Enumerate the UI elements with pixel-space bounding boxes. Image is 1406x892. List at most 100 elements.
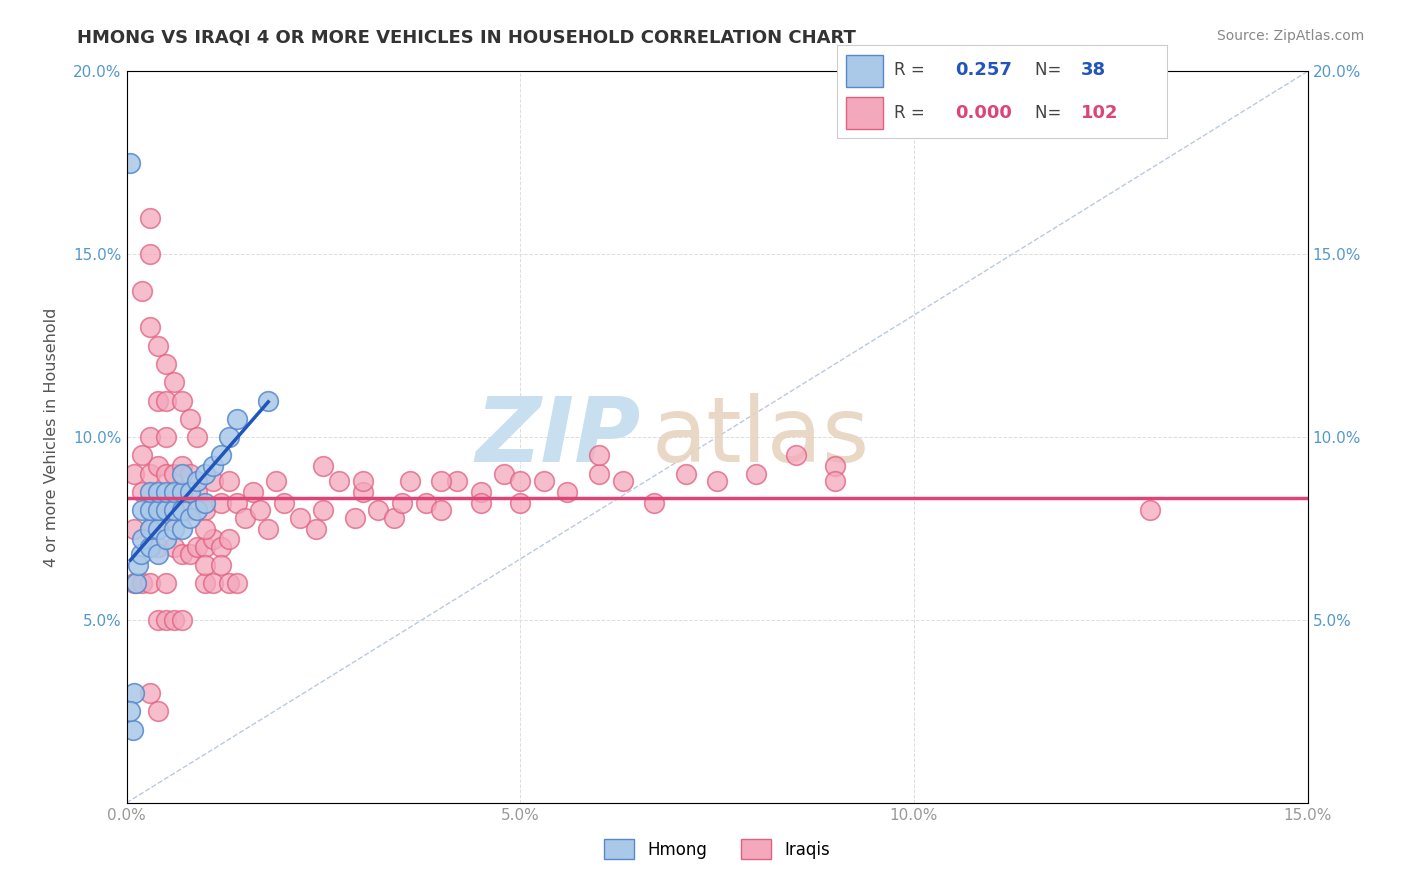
Point [146, 393, 169, 408]
Text: R =: R = [894, 103, 931, 121]
Point [120, 705, 142, 719]
Point [179, 485, 201, 500]
Point [155, 357, 177, 371]
Point [557, 485, 579, 500]
Text: ZIP: ZIP [475, 393, 640, 481]
Point [131, 284, 153, 298]
Point [131, 448, 153, 462]
Point [163, 485, 186, 500]
Point [155, 503, 177, 517]
Point [202, 576, 225, 591]
Point [146, 547, 169, 561]
Point [209, 448, 232, 462]
Point [706, 474, 728, 488]
Point [382, 510, 405, 524]
Point [170, 467, 193, 481]
Point [202, 474, 225, 488]
Point [124, 521, 146, 535]
Point [146, 503, 169, 517]
Point [124, 467, 146, 481]
Point [242, 485, 264, 500]
Text: N=: N= [1035, 62, 1066, 79]
Point [675, 467, 697, 481]
Point [194, 496, 217, 510]
Point [1139, 503, 1161, 517]
FancyBboxPatch shape [846, 55, 883, 87]
Point [233, 510, 256, 524]
Point [139, 485, 162, 500]
Point [179, 510, 201, 524]
Point [131, 533, 153, 547]
Y-axis label: 4 or more Vehicles in Household: 4 or more Vehicles in Household [45, 308, 59, 566]
Point [446, 474, 468, 488]
Point [170, 485, 193, 500]
Point [139, 320, 162, 334]
Point [163, 503, 186, 517]
Point [533, 474, 555, 488]
FancyBboxPatch shape [846, 97, 883, 129]
Point [257, 521, 280, 535]
Point [186, 430, 208, 444]
Point [399, 474, 422, 488]
Point [170, 459, 193, 474]
Point [139, 467, 162, 481]
Point [124, 576, 146, 591]
Point [163, 521, 186, 535]
Point [131, 576, 153, 591]
Text: 102: 102 [1081, 103, 1119, 121]
Point [312, 459, 335, 474]
Point [146, 705, 169, 719]
Point [163, 540, 186, 554]
Point [163, 375, 186, 389]
Point [194, 540, 217, 554]
Point [643, 496, 665, 510]
Legend: Hmong, Iraqis: Hmong, Iraqis [596, 830, 838, 868]
Text: R =: R = [894, 62, 931, 79]
Point [186, 474, 208, 488]
Point [588, 467, 610, 481]
Point [170, 613, 193, 627]
Point [146, 521, 169, 535]
Point [588, 448, 610, 462]
Point [121, 723, 143, 737]
Point [139, 521, 162, 535]
Point [785, 448, 807, 462]
Point [163, 467, 186, 481]
Point [249, 503, 271, 517]
Point [470, 485, 492, 500]
Point [824, 474, 846, 488]
Point [179, 467, 201, 481]
Point [225, 496, 247, 510]
Point [155, 430, 177, 444]
Point [257, 393, 280, 408]
Point [139, 247, 162, 261]
Point [288, 510, 311, 524]
Point [139, 576, 162, 591]
Point [745, 467, 768, 481]
Point [179, 503, 201, 517]
Point [125, 576, 148, 591]
Point [209, 496, 232, 510]
Text: 0.257: 0.257 [956, 62, 1012, 79]
Point [194, 467, 217, 481]
Point [170, 503, 193, 517]
Point [430, 503, 453, 517]
Point [155, 533, 177, 547]
Point [155, 467, 177, 481]
Point [225, 412, 247, 426]
Text: 38: 38 [1081, 62, 1107, 79]
Point [218, 474, 240, 488]
Point [146, 338, 169, 352]
Point [194, 503, 217, 517]
Point [146, 540, 169, 554]
Point [170, 547, 193, 561]
Point [352, 474, 374, 488]
Point [312, 503, 335, 517]
Point [131, 485, 153, 500]
Point [194, 521, 217, 535]
Point [170, 393, 193, 408]
Point [343, 510, 366, 524]
Point [328, 474, 350, 488]
Point [209, 540, 232, 554]
Text: Source: ZipAtlas.com: Source: ZipAtlas.com [1216, 29, 1364, 43]
